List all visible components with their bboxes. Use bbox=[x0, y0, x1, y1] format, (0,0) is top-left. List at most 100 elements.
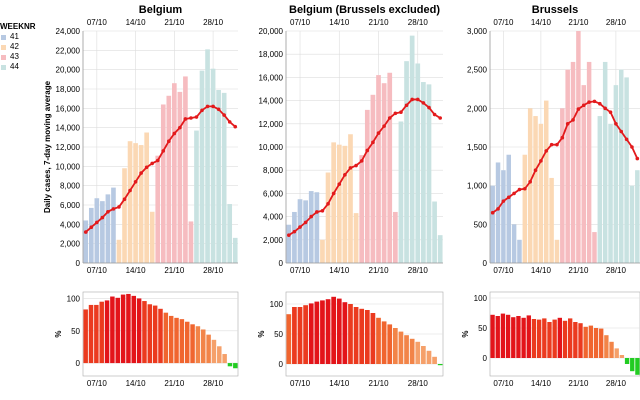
lower-y-label: % bbox=[257, 330, 266, 337]
moving-average-point bbox=[506, 195, 511, 200]
pct-bar bbox=[99, 301, 104, 364]
bar bbox=[177, 91, 183, 264]
x-tick-label-lower: 07/10 bbox=[87, 379, 108, 388]
bar bbox=[511, 224, 517, 263]
pct-bar bbox=[336, 298, 342, 364]
bar bbox=[565, 69, 570, 264]
bar bbox=[624, 77, 629, 264]
moving-average-point bbox=[598, 101, 602, 106]
moving-average-point bbox=[438, 116, 442, 120]
y-tick-label: 2,000 bbox=[60, 240, 81, 249]
moving-average-point bbox=[603, 106, 607, 111]
y-tick-label: 0 bbox=[483, 259, 488, 268]
bar bbox=[205, 49, 210, 263]
pct-bar bbox=[142, 301, 147, 364]
moving-average-point bbox=[315, 210, 319, 214]
y-tick-label: 10,000 bbox=[259, 143, 284, 152]
pct-bar bbox=[233, 363, 238, 369]
legend-swatch bbox=[1, 54, 6, 60]
moving-average-point bbox=[178, 125, 182, 130]
x-tick-label-top: 14/10 bbox=[126, 18, 147, 27]
pct-bar bbox=[325, 299, 331, 364]
pct-bar bbox=[190, 324, 195, 364]
x-tick-label-top: 07/10 bbox=[290, 18, 311, 27]
pct-bar bbox=[432, 356, 437, 364]
pct-bar bbox=[392, 328, 398, 364]
bar bbox=[387, 72, 393, 263]
bar bbox=[629, 185, 635, 263]
x-tick-label-lower: 21/10 bbox=[164, 379, 185, 388]
bar bbox=[210, 68, 216, 263]
bar bbox=[297, 199, 303, 263]
x-tick-label: 14/10 bbox=[329, 266, 350, 275]
moving-average-point bbox=[496, 207, 500, 211]
moving-average-point bbox=[183, 117, 188, 121]
y-tick-label: 20,000 bbox=[56, 66, 81, 75]
x-tick-label-top: 14/10 bbox=[531, 18, 552, 27]
pct-bar bbox=[286, 314, 292, 364]
pct-bar bbox=[83, 309, 88, 364]
y-tick-label: 14,000 bbox=[56, 124, 81, 133]
y-tick-label: 2,000 bbox=[263, 236, 284, 245]
pct-bar bbox=[174, 317, 179, 364]
pct-bar bbox=[542, 318, 547, 358]
moving-average-point bbox=[95, 220, 99, 225]
bar bbox=[635, 170, 640, 263]
pct-bar bbox=[495, 316, 500, 358]
pct-bar bbox=[490, 314, 495, 358]
bar bbox=[527, 108, 533, 263]
moving-average-point bbox=[387, 116, 392, 120]
lower-y-label: % bbox=[461, 330, 470, 337]
moving-average-point bbox=[189, 116, 193, 120]
moving-average-point bbox=[376, 131, 381, 135]
y-tick-label: 12,000 bbox=[259, 120, 284, 129]
pct-bar bbox=[604, 335, 609, 358]
upper-y-label: Daily cases, 7-day moving average bbox=[43, 80, 52, 213]
bar bbox=[133, 143, 138, 263]
pct-bar bbox=[320, 300, 325, 364]
bar bbox=[415, 63, 421, 264]
bar bbox=[370, 94, 376, 263]
bar bbox=[432, 201, 437, 263]
pct-bar bbox=[222, 354, 227, 364]
y-tick-label: 2,000 bbox=[467, 104, 488, 113]
moving-average-point bbox=[415, 97, 420, 102]
pct-bar bbox=[635, 358, 640, 375]
bar bbox=[619, 69, 624, 264]
moving-average-point bbox=[354, 163, 358, 168]
pct-tick-label: 0 bbox=[279, 360, 284, 369]
pct-bar bbox=[126, 293, 131, 364]
moving-average-point bbox=[399, 110, 403, 114]
pct-bar bbox=[426, 350, 432, 364]
bar bbox=[522, 154, 528, 263]
x-tick-label-lower: 07/10 bbox=[290, 379, 311, 388]
moving-average-point bbox=[549, 142, 554, 147]
moving-average-point bbox=[359, 159, 364, 163]
pct-bar bbox=[536, 319, 542, 358]
x-tick-label-top: 07/10 bbox=[87, 18, 108, 27]
bar bbox=[581, 85, 586, 263]
bar bbox=[111, 187, 116, 263]
bar bbox=[437, 235, 443, 263]
pct-bar bbox=[152, 305, 158, 364]
x-tick-label: 21/10 bbox=[164, 266, 185, 275]
pct-bar bbox=[292, 307, 297, 364]
y-tick-label: 0 bbox=[279, 259, 284, 268]
pct-bar bbox=[516, 316, 521, 358]
moving-average-point bbox=[167, 139, 171, 143]
bar bbox=[331, 142, 337, 263]
y-tick-label: 12,000 bbox=[56, 143, 81, 152]
moving-average-point bbox=[303, 220, 308, 225]
y-tick-label: 0 bbox=[76, 259, 81, 268]
moving-average-point bbox=[211, 104, 215, 109]
bar bbox=[533, 116, 538, 263]
legend-item: 42 bbox=[0, 42, 36, 52]
legend-item: 44 bbox=[0, 62, 36, 72]
bar bbox=[586, 61, 592, 263]
pct-tick-label: 100 bbox=[474, 294, 488, 303]
x-tick-label: 28/10 bbox=[203, 266, 224, 275]
moving-average-line bbox=[492, 100, 639, 214]
moving-average-point bbox=[539, 159, 543, 163]
moving-average-point bbox=[111, 207, 116, 211]
pct-bar bbox=[421, 346, 426, 364]
